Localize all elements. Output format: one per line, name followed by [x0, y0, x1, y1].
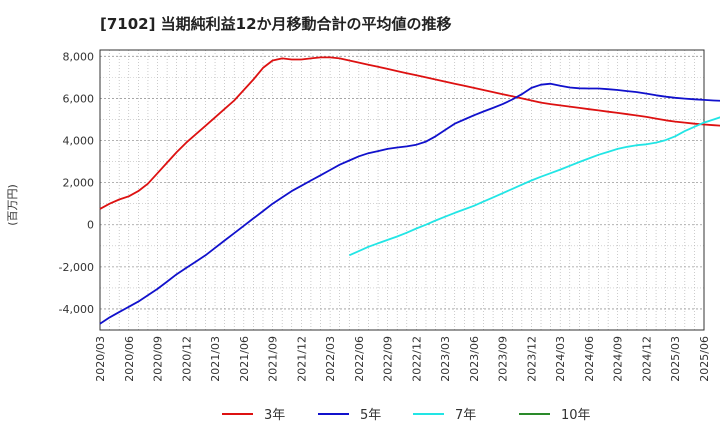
x-tick-label: 2022/06: [353, 336, 366, 382]
y-tick-label: 2,000: [63, 177, 95, 190]
x-tick-label: 2020/09: [152, 336, 165, 382]
legend: 3年 5年 7年 10年: [222, 408, 591, 423]
legend-label: 3年: [264, 408, 285, 423]
legend-label: 10年: [561, 408, 591, 423]
chart-title: [7102] 当期純利益12か月移動合計の平均値の推移: [100, 15, 452, 33]
x-tick-label: 2022/03: [324, 336, 337, 382]
x-tick-label: 2023/06: [468, 336, 481, 382]
y-axis-ticks: -4,000 -2,000 0 2,000 4,000 6,000 8,000: [59, 50, 94, 316]
legend-item: 10年: [519, 408, 591, 423]
x-tick-label: 2021/03: [209, 336, 222, 382]
series-lines: [99, 56, 720, 325]
legend-label: 7年: [455, 408, 476, 423]
legend-label: 5年: [360, 408, 381, 423]
series-line-3: [348, 116, 720, 257]
grid: [99, 50, 705, 331]
series-line-2: [99, 82, 720, 325]
y-tick-label: -2,000: [59, 261, 94, 274]
x-axis-ticks: 2020/03 2020/06 2020/09 2020/12 2021/03 2021/…: [94, 336, 711, 382]
x-tick-label: 2025/06: [698, 336, 711, 382]
x-tick-label: 2023/12: [525, 336, 538, 382]
x-tick-label: 2025/03: [669, 336, 682, 382]
legend-item: 3年: [222, 408, 285, 423]
x-tick-label: 2020/12: [180, 336, 193, 382]
x-tick-label: 2022/12: [410, 336, 423, 382]
x-tick-label: 2023/03: [439, 336, 452, 382]
x-tick-label: 2023/09: [497, 336, 510, 382]
x-tick-label: 2021/09: [267, 336, 280, 382]
x-tick-label: 2024/09: [612, 336, 625, 382]
x-tick-label: 2021/06: [238, 336, 251, 382]
x-tick-label: 2020/03: [94, 336, 107, 382]
y-tick-label: 0: [87, 219, 94, 232]
x-tick-label: 2024/03: [554, 336, 567, 382]
y-tick-label: -4,000: [59, 303, 94, 316]
legend-item: 7年: [413, 408, 476, 423]
series-line-1: [99, 56, 720, 210]
legend-item: 5年: [318, 408, 381, 423]
y-tick-label: 8,000: [63, 50, 95, 63]
x-tick-label: 2021/12: [295, 336, 308, 382]
plot-frame: [99, 49, 705, 331]
x-tick-label: 2020/06: [123, 336, 136, 382]
y-axis-label: (百万円): [6, 184, 19, 226]
y-tick-label: 6,000: [63, 92, 95, 105]
x-tick-label: 2024/12: [640, 336, 653, 382]
x-tick-label: 2024/06: [583, 336, 596, 382]
y-tick-label: 4,000: [63, 135, 95, 148]
x-tick-label: 2022/09: [382, 336, 395, 382]
